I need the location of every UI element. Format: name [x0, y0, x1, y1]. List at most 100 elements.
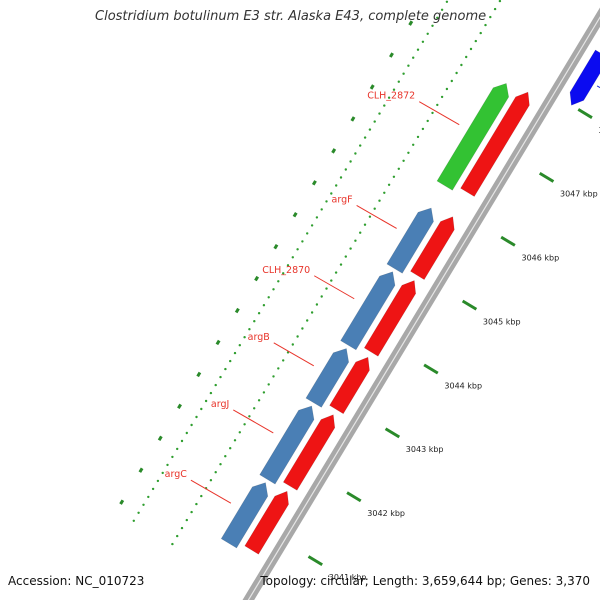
ring-dot-inner	[421, 40, 425, 43]
ring-dot-outer	[373, 207, 376, 210]
label-leader-argb	[273, 342, 315, 367]
ring-dash	[119, 499, 125, 505]
ring-dash	[389, 52, 394, 58]
gene-clh_2872	[436, 83, 510, 191]
ring-dot-inner	[253, 320, 256, 323]
ring-dot-outer	[378, 199, 381, 202]
ring-dot-outer	[469, 47, 473, 51]
ring-dot-outer	[421, 127, 425, 131]
ring-dot-inner	[301, 240, 304, 243]
ring-dot-outer	[296, 335, 299, 338]
ring-dot-inner	[176, 447, 179, 451]
cds-track	[244, 91, 530, 555]
ring-dot-outer	[460, 63, 463, 67]
ring-dot-outer	[262, 391, 266, 394]
ring-dot-outer	[450, 79, 453, 83]
ring-dot-inner	[195, 415, 198, 419]
label-leader-argf	[356, 205, 397, 229]
ring-dot-inner	[296, 248, 299, 251]
gene-argc	[220, 482, 269, 549]
ruler-tick-label: 3043 kbp	[406, 445, 444, 454]
backbone-highlight	[247, 16, 600, 600]
ring-dash	[254, 275, 260, 282]
ring-dot-outer	[412, 143, 415, 146]
ring-dot-outer	[320, 295, 323, 298]
ring-dot-outer	[392, 175, 396, 178]
ring-dot-outer	[407, 151, 410, 154]
ring-dot-inner	[147, 495, 150, 499]
ring-dot-outer	[484, 23, 487, 27]
ring-dot-inner	[190, 423, 193, 427]
ring-dot-outer	[253, 407, 256, 410]
ring-dash	[311, 180, 317, 186]
ring-dot-outer	[195, 502, 198, 506]
ring-dot-inner	[171, 455, 174, 459]
ring-dot-outer	[310, 311, 314, 314]
cds-clh_2872	[460, 91, 530, 197]
ring-dot-outer	[248, 415, 251, 418]
ring-dot-outer	[214, 471, 217, 474]
ring-dot-inner	[431, 24, 434, 27]
genome-backbone	[242, 7, 600, 600]
ruler-tick-label: 3045 kbp	[483, 317, 521, 326]
ring-dot-outer	[474, 39, 477, 43]
ring-dot-inner	[286, 264, 290, 267]
ring-dot-inner	[257, 312, 261, 315]
ring-dot-outer	[272, 375, 275, 378]
map-title: Clostridium botulinum E3 str. Alaska E43…	[95, 9, 487, 24]
gene-clh_2870	[340, 271, 396, 351]
label-argj: argJ	[211, 399, 229, 410]
ring-dot-inner	[416, 48, 420, 51]
ring-dot-inner	[383, 104, 386, 107]
ring-dot-inner	[243, 336, 246, 339]
ring-dot-inner	[344, 168, 347, 171]
ring-dot-outer	[431, 111, 434, 115]
ring-dot-inner	[412, 56, 415, 59]
ruler-tick-label: 3044 kbp	[444, 381, 482, 390]
ring-dot-outer	[185, 518, 188, 522]
ruler-tick-label: 3042 kbp	[367, 509, 405, 518]
ring-dot-outer	[397, 167, 400, 170]
ring-dot-outer	[455, 71, 458, 75]
ruler-tick	[500, 235, 516, 247]
ring-dot-inner	[436, 16, 439, 19]
ring-dot-inner	[330, 192, 333, 195]
ring-dot-inner	[378, 112, 381, 115]
ring-dot-inner	[224, 367, 227, 371]
ruler-tick	[461, 299, 478, 311]
ring-dot-inner	[132, 519, 135, 522]
ring-dot-inner	[272, 288, 275, 291]
ring-dot-inner	[339, 176, 343, 179]
ring-dot-inner	[229, 359, 232, 363]
genome-summary-text: Topology: circular; Length: 3,659,644 bp…	[260, 574, 590, 588]
ring-dash	[234, 307, 240, 314]
ring-dot-outer	[359, 231, 362, 234]
ring-dot-outer	[238, 431, 241, 434]
ruler-ticks: 3041 kbp 3042 kbp 3043 kbp 3044 kbp 3045 kbp…	[307, 108, 600, 582]
ring-dot-inner	[219, 375, 222, 379]
ruler-tick-label: 3041 kbp	[329, 573, 367, 582]
ring-dot-outer	[233, 439, 237, 442]
ring-dot-inner	[185, 431, 188, 435]
gene-clh_2873	[569, 49, 600, 106]
ring-dot-outer	[440, 95, 444, 99]
ring-dot-inner	[277, 280, 280, 283]
cds-argb	[329, 356, 370, 415]
cds-argf	[410, 216, 455, 281]
ring-dot-inner	[320, 208, 323, 211]
ring-dot-outer	[416, 135, 420, 139]
ruler-tick-label: 3048 kbp	[599, 126, 600, 135]
label-leader-argc	[190, 479, 232, 504]
accession-text: Accession: NC_010723	[8, 574, 145, 588]
ring-dot-inner	[349, 160, 352, 163]
ring-dot-inner	[142, 503, 145, 506]
ring-dot-inner	[161, 471, 164, 475]
ruler-tick	[346, 491, 362, 503]
ring-dash	[292, 212, 298, 218]
label-clh_2872: CLH_2872	[367, 91, 415, 102]
ring-dot-outer	[354, 239, 357, 242]
ring-dot-outer	[229, 447, 232, 450]
label-leader-clh_2872	[418, 101, 460, 126]
ring-dot-inner	[151, 487, 155, 491]
